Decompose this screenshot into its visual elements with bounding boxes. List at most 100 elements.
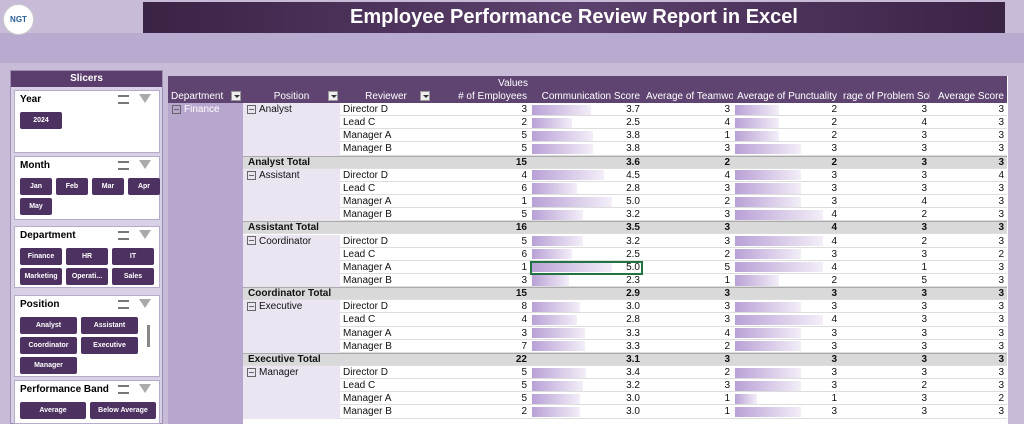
cell: 3.8 [626,143,640,155]
collapse-icon[interactable] [247,170,256,180]
cell: 1 [521,196,527,208]
cell: 5 [521,393,527,405]
cell: 3.2 [626,209,640,221]
position-text: Analyst [259,104,292,115]
filter-dropdown[interactable] [328,91,338,101]
cell: Lead C [343,117,376,129]
cell: 15 [515,156,527,168]
column-header: Reviewer [365,91,407,102]
cell: 3 [998,104,1004,115]
slicer-button[interactable]: Feb [56,178,88,195]
cell: 3 [998,261,1004,273]
data-bar [532,314,577,326]
top-band [0,33,1024,63]
slicer-button[interactable]: Manager [20,357,77,374]
multi-select-icon[interactable] [118,161,129,170]
slicer-panel-title: Slicers [11,71,162,87]
row-line [340,261,1007,274]
cell: 4 [724,169,730,181]
slicer-button[interactable]: Sales [112,268,154,285]
slicer-button[interactable]: Executive [81,337,138,354]
data-bar [532,236,584,247]
clear-filter-icon[interactable] [139,299,151,308]
row-line [340,116,1007,130]
cell: 3 [831,353,837,365]
collapse-icon[interactable] [172,104,181,114]
cell: 2 [724,340,730,352]
data-bar [735,104,779,115]
header-row [168,76,1007,103]
slicer-scrollbar[interactable] [147,325,150,347]
cell: 2.9 [626,288,640,300]
slicer-button[interactable]: Coordinator [20,337,77,354]
slicer-button[interactable]: Analyst [20,317,77,334]
cell: 3 [998,380,1004,392]
total-label: Assistant Total [248,222,319,234]
clear-filter-icon[interactable] [139,94,151,103]
cell: Lead C [343,248,376,260]
cell: 3 [831,182,837,194]
collapse-icon[interactable] [247,236,256,246]
data-bar [735,236,823,247]
cell: 3 [724,301,730,313]
slicer-button[interactable]: May [20,198,52,215]
slicer-title: Performance Band [20,384,109,395]
data-bar [532,328,585,339]
row-line [340,142,1007,156]
clear-filter-icon[interactable] [139,230,151,239]
data-bar [735,117,779,128]
data-bar [532,393,580,404]
collapse-icon[interactable] [247,104,256,114]
multi-select-icon[interactable] [118,231,129,240]
cell: Manager B [343,143,392,155]
cell: 4 [831,222,837,234]
cell: 3.0 [626,393,640,405]
cell: 4 [521,314,527,326]
selected-cell[interactable] [530,260,643,275]
slicer-button[interactable]: Marketing [20,268,62,285]
slicer-button[interactable]: HR [66,248,108,265]
slicer-button[interactable]: Operati... [66,268,108,285]
filter-dropdown[interactable] [420,91,430,101]
cell: 4 [724,327,730,339]
filter-dropdown[interactable] [231,91,241,101]
multi-select-icon[interactable] [118,300,129,309]
slicer-button[interactable]: Jan [20,178,52,195]
data-bar [735,301,801,312]
cell: Lead C [343,380,376,392]
cell: 2 [998,248,1004,260]
cell: 2 [998,393,1004,405]
column-header: Communication Score [541,91,640,102]
slicer-button[interactable]: Assistant [81,317,138,334]
slicer-button[interactable]: Apr [128,178,160,195]
total-label: Analyst Total [248,156,311,168]
data-bar [735,183,801,194]
collapse-icon[interactable] [247,367,256,377]
cell: 2 [724,248,730,260]
slicer-button[interactable]: 2024 [20,112,62,129]
slicer-button[interactable]: Below Average [90,402,156,419]
slicer-button[interactable]: IT [112,248,154,265]
slicer-button[interactable]: Average [20,402,86,419]
slicer-button[interactable]: Mar [92,178,124,195]
cell: 4 [521,169,527,181]
cell: 2 [831,156,837,168]
column-header: Average Score [938,91,1004,102]
position-cell [243,366,340,419]
multi-select-icon[interactable] [118,385,129,394]
clear-filter-icon[interactable] [139,160,151,169]
cell: 3 [921,406,927,418]
values-label: Values [498,78,528,89]
clear-filter-icon[interactable] [139,384,151,393]
data-bar [735,196,801,207]
row-line [340,327,1007,340]
cell: Director D [343,235,389,247]
cell: 3 [831,196,837,208]
column-header: Department [171,91,224,102]
slicer-button[interactable]: Finance [20,248,62,265]
multi-select-icon[interactable] [118,95,129,104]
cell: 4 [998,169,1004,181]
collapse-icon[interactable] [247,302,256,312]
cell: 4 [831,261,837,273]
cell: 4 [921,117,927,129]
